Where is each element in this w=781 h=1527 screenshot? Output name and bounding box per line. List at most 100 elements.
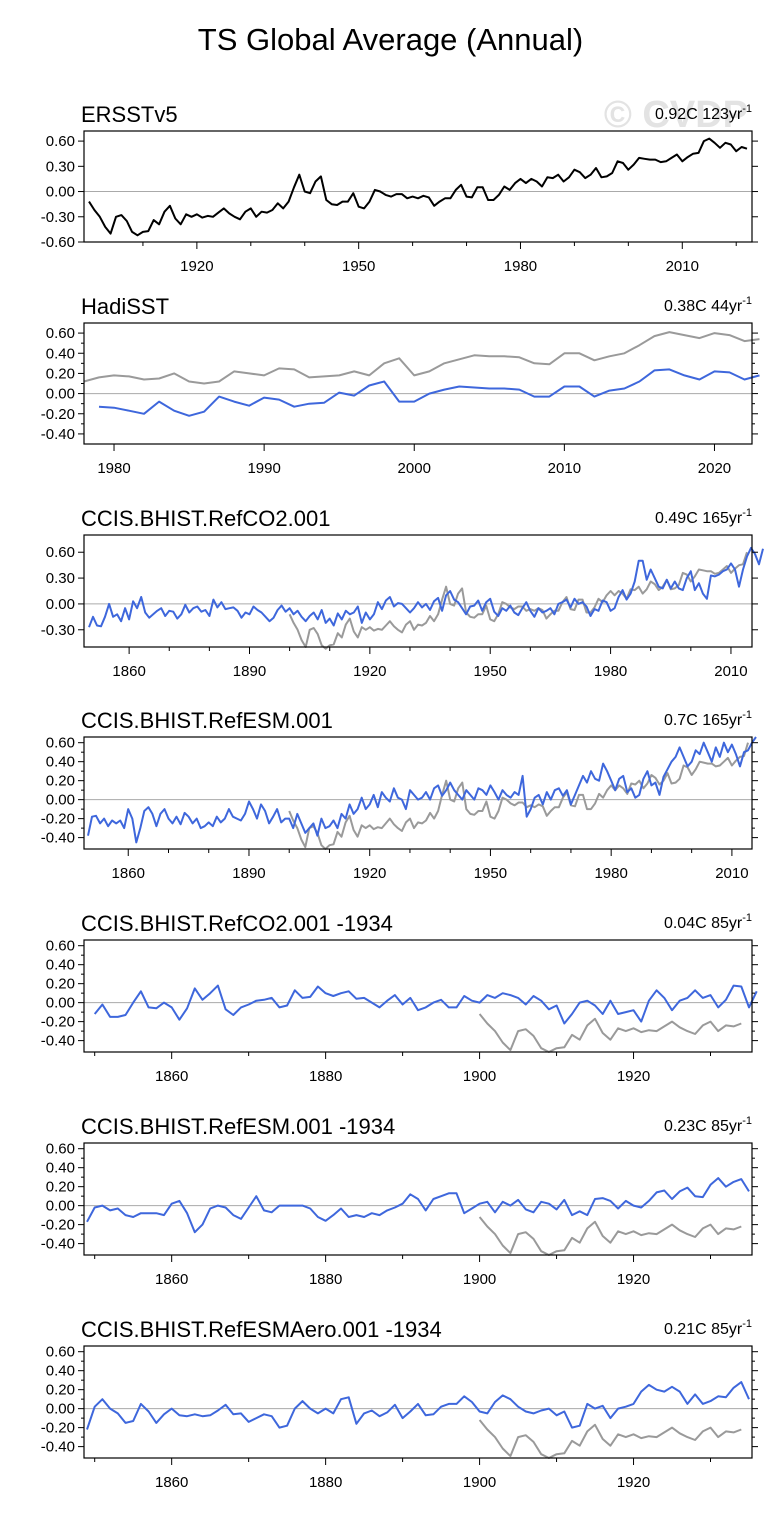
x-tick-label: 1880 xyxy=(309,1474,342,1491)
x-tick-label: 1950 xyxy=(342,258,375,275)
y-tick-label: 0.40 xyxy=(46,345,75,362)
x-tick-label: 1860 xyxy=(155,1474,188,1491)
x-tick-label: 1920 xyxy=(353,663,386,680)
plot-frame xyxy=(83,939,753,1053)
x-tick-label: 1880 xyxy=(309,1271,342,1288)
chart-panel-4: -0.40 -0.20 0.00 0.20 0.40 0.60 1860 1890 1920 19… xyxy=(41,708,758,882)
plot-frame xyxy=(83,736,753,850)
y-tick-label: 0.40 xyxy=(46,957,75,974)
y-tick-label: 0.20 xyxy=(46,773,75,790)
x-tick-label: 1890 xyxy=(233,663,266,680)
y-tick-label: -0.30 xyxy=(41,622,75,639)
x-tick-label: 1900 xyxy=(463,1068,496,1085)
x-tick-label: 1860 xyxy=(155,1271,188,1288)
x-tick-label: 2010 xyxy=(666,258,699,275)
panel-title: CCIS.BHIST.RefESM.001 xyxy=(81,708,333,733)
y-tick-label: 0.60 xyxy=(46,325,75,342)
series-model-line xyxy=(86,1177,750,1234)
series-model-line xyxy=(98,368,760,417)
trend-label: 0.49C 165yr-1 xyxy=(655,507,752,527)
series-obs_ref-line xyxy=(288,742,749,850)
plot-frame xyxy=(83,534,753,648)
x-tick-label: 1860 xyxy=(155,1068,188,1085)
x-tick-label: 1920 xyxy=(617,1271,650,1288)
trend-label: 0.92C 123yr-1 xyxy=(655,103,752,123)
x-tick-label: 1890 xyxy=(232,865,265,882)
chart-panel-3: -0.30 0.00 0.30 0.60 1860 1890 1920 1950 1980 201… xyxy=(41,506,764,680)
trend-label: 0.21C 85yr-1 xyxy=(664,1318,752,1338)
series-obs-line xyxy=(88,137,748,237)
y-tick-label: 0.40 xyxy=(46,1363,75,1380)
y-tick-label: 0.60 xyxy=(46,1141,75,1158)
y-tick-label: 0.40 xyxy=(46,754,75,771)
x-tick-label: 1900 xyxy=(463,1474,496,1491)
x-tick-label: 1990 xyxy=(247,460,280,477)
series-obs_ref-line xyxy=(478,1013,742,1053)
x-tick-label: 1980 xyxy=(594,663,627,680)
x-tick-label: 1980 xyxy=(504,258,537,275)
x-tick-label: 1950 xyxy=(474,663,507,680)
x-tick-label: 1920 xyxy=(180,258,213,275)
panel-title: CCIS.BHIST.RefESM.001 -1934 xyxy=(81,1114,395,1139)
trend-label: 0.23C 85yr-1 xyxy=(664,1115,752,1135)
cvdp-watermark: © CVDP xyxy=(604,94,748,136)
panel-title: CCIS.BHIST.RefCO2.001 xyxy=(81,506,330,531)
x-tick-label: 1920 xyxy=(353,865,386,882)
panel-title: ERSSTv5 xyxy=(81,102,178,127)
y-tick-label: -0.20 xyxy=(41,406,75,423)
y-tick-label: -0.20 xyxy=(41,1014,75,1031)
plot-frame xyxy=(83,1142,753,1256)
y-tick-label: -0.30 xyxy=(41,209,75,226)
x-tick-label: 1920 xyxy=(617,1068,650,1085)
x-tick-label: 2010 xyxy=(548,460,581,477)
x-tick-label: 1860 xyxy=(112,663,145,680)
x-tick-label: 1980 xyxy=(594,865,627,882)
chart-panel-7: -0.40 -0.20 0.00 0.20 0.40 0.60 1860 1880 1900 19… xyxy=(41,1317,758,1491)
y-tick-label: 0.60 xyxy=(46,735,75,752)
y-tick-label: 0.00 xyxy=(46,1198,75,1215)
y-tick-label: -0.40 xyxy=(41,1236,75,1253)
y-tick-label: 0.40 xyxy=(46,1160,75,1177)
y-tick-label: 0.00 xyxy=(46,1401,75,1418)
y-tick-label: 0.20 xyxy=(46,976,75,993)
x-tick-label: 2020 xyxy=(698,460,731,477)
panel-title: CCIS.BHIST.RefCO2.001 -1934 xyxy=(81,911,393,936)
y-tick-label: 0.00 xyxy=(46,995,75,1012)
x-tick-label: 1880 xyxy=(309,1068,342,1085)
chart-panel-2: -0.40 -0.20 0.00 0.20 0.40 0.60 1980 1990 2000 20… xyxy=(41,294,760,477)
y-tick-label: 0.00 xyxy=(46,596,75,613)
y-tick-label: 0.20 xyxy=(46,365,75,382)
y-tick-label: -0.40 xyxy=(41,1033,75,1050)
series-model-line xyxy=(86,1381,750,1430)
x-tick-label: 1950 xyxy=(474,865,507,882)
y-tick-label: -0.20 xyxy=(41,1217,75,1234)
y-tick-label: -0.40 xyxy=(41,1439,75,1456)
y-tick-label: 0.30 xyxy=(46,570,75,587)
plot-frame xyxy=(83,1345,753,1459)
trend-label: 0.04C 85yr-1 xyxy=(664,912,752,932)
plot-frame xyxy=(83,130,753,243)
series-model-line xyxy=(87,736,757,844)
chart-panel-6: -0.40 -0.20 0.00 0.20 0.40 0.60 1860 1880 1900 19… xyxy=(41,1114,758,1288)
x-tick-label: 2000 xyxy=(398,460,431,477)
trend-label: 0.7C 165yr-1 xyxy=(664,709,752,729)
y-tick-label: 0.00 xyxy=(46,184,75,201)
y-tick-label: -0.60 xyxy=(41,234,75,251)
x-tick-label: 2010 xyxy=(714,663,747,680)
series-model-line xyxy=(93,984,758,1025)
x-tick-label: 1980 xyxy=(97,460,130,477)
y-tick-label: -0.40 xyxy=(41,426,75,443)
y-tick-label: 0.30 xyxy=(46,158,75,175)
x-tick-label: 2010 xyxy=(715,865,748,882)
chart-panel-5: -0.40 -0.20 0.00 0.20 0.40 0.60 1860 1880 1900 19… xyxy=(41,911,758,1085)
y-tick-label: 0.00 xyxy=(46,792,75,809)
series-obs_ref-line xyxy=(288,551,748,650)
y-tick-label: 0.60 xyxy=(46,133,75,150)
series-obs_ref-line xyxy=(478,1419,742,1459)
panel-title: CCIS.BHIST.RefESMAero.001 -1934 xyxy=(81,1317,442,1342)
plot-frame xyxy=(83,322,753,445)
y-tick-label: 0.60 xyxy=(46,544,75,561)
y-tick-label: -0.40 xyxy=(41,830,75,847)
series-obs_ref-line xyxy=(83,331,760,385)
